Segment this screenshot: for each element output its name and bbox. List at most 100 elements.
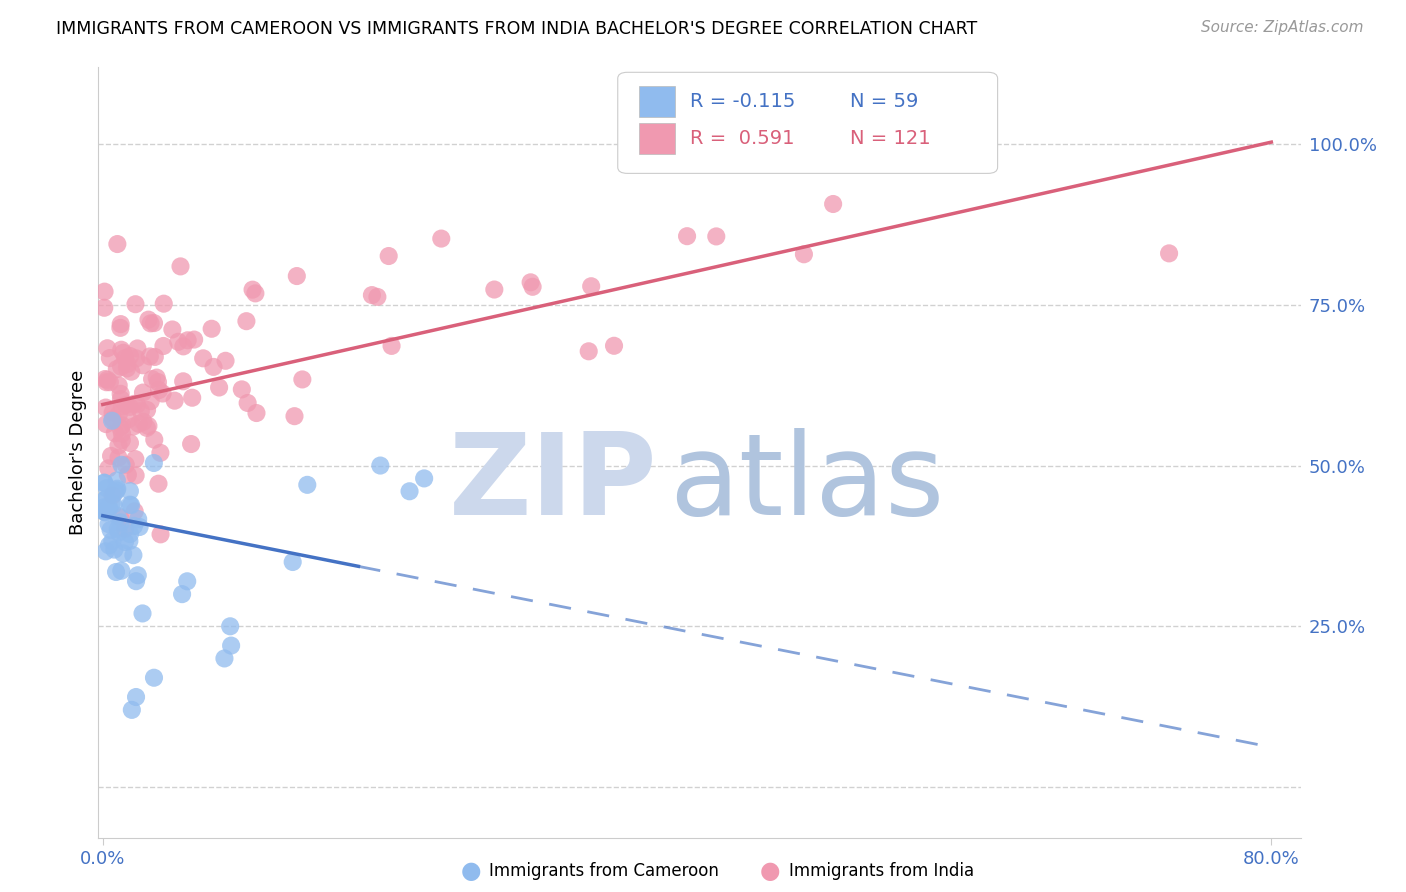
Point	[124, 504, 146, 518]
Point	[135, 421, 157, 435]
Point	[127, 342, 149, 356]
Point	[107, 522, 129, 536]
Point	[138, 418, 160, 433]
Point	[98, 351, 121, 365]
Point	[94, 505, 117, 519]
Point	[152, 339, 174, 353]
Point	[245, 406, 267, 420]
Point	[132, 385, 155, 400]
Point	[115, 361, 138, 376]
Point	[105, 565, 128, 579]
Point	[93, 505, 115, 519]
Text: ZIP: ZIP	[449, 428, 658, 539]
Point	[139, 394, 162, 409]
Point	[112, 346, 135, 360]
Point	[118, 527, 141, 541]
Text: ●: ●	[761, 859, 780, 882]
Point	[118, 400, 141, 414]
Point	[361, 288, 384, 302]
Point	[377, 249, 399, 263]
Point	[98, 375, 121, 389]
Point	[180, 437, 202, 451]
Point	[111, 426, 134, 441]
Text: atlas: atlas	[669, 428, 945, 539]
Point	[105, 362, 128, 376]
Point	[107, 525, 129, 540]
Point	[101, 488, 124, 502]
Point	[142, 456, 165, 470]
Point	[162, 322, 184, 336]
Y-axis label: Bachelor's Degree: Bachelor's Degree	[69, 370, 87, 535]
Point	[97, 517, 120, 532]
Point	[578, 344, 600, 359]
Point	[114, 458, 136, 472]
Point	[183, 333, 205, 347]
Point	[114, 351, 136, 366]
Point	[219, 639, 242, 653]
Point	[93, 301, 115, 315]
Point	[93, 500, 115, 515]
Point	[104, 486, 127, 500]
Point	[94, 544, 117, 558]
Point	[148, 383, 170, 397]
Point	[231, 383, 253, 397]
Point	[143, 316, 166, 330]
Point	[118, 349, 141, 363]
Point	[112, 546, 135, 560]
Point	[114, 522, 136, 536]
Point	[398, 484, 420, 499]
Point	[107, 378, 129, 392]
Point	[127, 512, 149, 526]
Point	[118, 534, 141, 549]
Text: Immigrants from India: Immigrants from India	[789, 862, 974, 880]
Point	[97, 500, 120, 514]
Point	[131, 607, 153, 621]
Point	[167, 334, 190, 349]
Point	[169, 260, 191, 274]
Point	[172, 374, 194, 388]
Point	[676, 229, 699, 244]
Point	[125, 398, 148, 412]
Point	[124, 452, 146, 467]
Bar	[640, 87, 675, 117]
Point	[823, 197, 845, 211]
Point	[152, 386, 174, 401]
Point	[101, 405, 124, 419]
Point	[519, 276, 541, 290]
Point	[366, 290, 388, 304]
Point	[143, 433, 166, 447]
Text: Immigrants from Cameroon: Immigrants from Cameroon	[489, 862, 718, 880]
Point	[214, 651, 236, 665]
Point	[120, 498, 142, 512]
Point	[105, 474, 128, 488]
Point	[136, 403, 159, 417]
Point	[128, 417, 150, 431]
Point	[101, 533, 124, 548]
Point	[118, 484, 141, 499]
Point	[149, 527, 172, 541]
Point	[163, 393, 186, 408]
Point	[122, 397, 145, 411]
Point	[110, 392, 132, 406]
Point	[94, 417, 117, 431]
Text: IMMIGRANTS FROM CAMEROON VS IMMIGRANTS FROM INDIA BACHELOR'S DEGREE CORRELATION : IMMIGRANTS FROM CAMEROON VS IMMIGRANTS F…	[56, 20, 977, 37]
Point	[103, 542, 125, 557]
Point	[124, 297, 146, 311]
Point	[110, 516, 132, 530]
Text: R =  0.591: R = 0.591	[690, 129, 794, 148]
Point	[96, 341, 118, 355]
Point	[108, 510, 131, 524]
Text: Source: ZipAtlas.com: Source: ZipAtlas.com	[1201, 20, 1364, 35]
Point	[117, 467, 139, 482]
Point	[110, 317, 132, 331]
Point	[118, 436, 141, 450]
Point	[132, 415, 155, 429]
Point	[110, 343, 132, 357]
Point	[704, 229, 727, 244]
Point	[125, 351, 148, 366]
Point	[96, 376, 118, 390]
Point	[143, 671, 166, 685]
Point	[236, 396, 259, 410]
Point	[121, 703, 143, 717]
Point	[370, 458, 392, 473]
